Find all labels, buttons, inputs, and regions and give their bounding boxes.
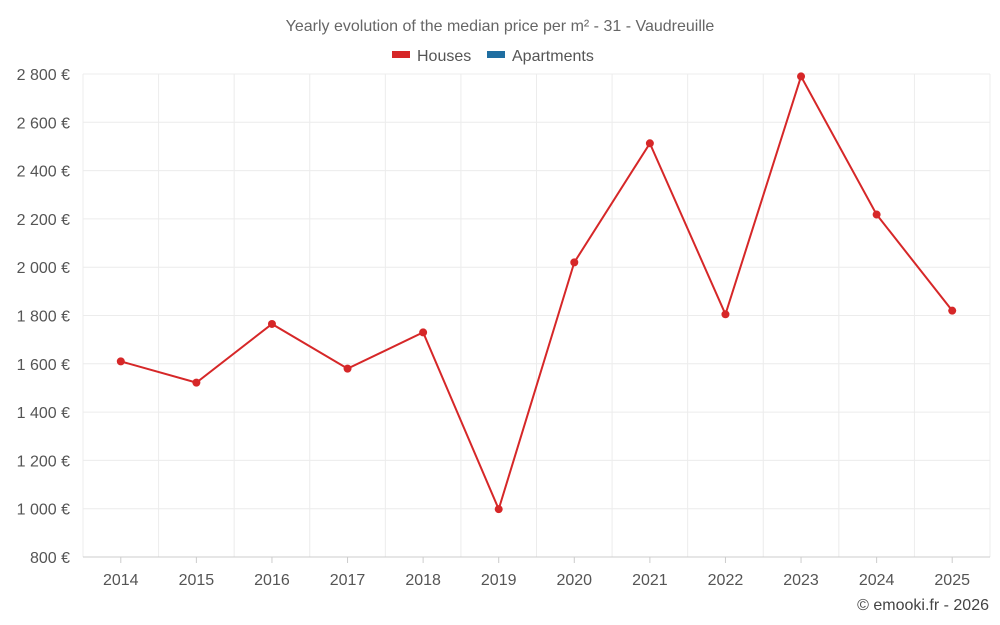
legend-swatch-apartments[interactable] — [487, 51, 505, 58]
y-tick-label: 1 400 € — [17, 405, 70, 422]
x-tick-label: 2018 — [405, 572, 441, 589]
x-tick-label: 2021 — [632, 572, 668, 589]
x-tick-label: 2020 — [556, 572, 592, 589]
data-point[interactable] — [419, 328, 428, 337]
x-tick-label: 2019 — [481, 572, 517, 589]
x-tick-label: 2014 — [103, 572, 139, 589]
y-tick-label: 2 600 € — [17, 115, 70, 132]
x-tick-label: 2017 — [330, 572, 366, 589]
data-point[interactable] — [192, 378, 201, 387]
chart-title: Yearly evolution of the median price per… — [286, 18, 715, 35]
x-tick-label: 2025 — [934, 572, 970, 589]
data-point[interactable] — [797, 72, 806, 81]
y-tick-label: 2 800 € — [17, 67, 70, 84]
x-tick-label: 2015 — [179, 572, 215, 589]
y-tick-label: 800 € — [30, 550, 70, 567]
data-point[interactable] — [570, 258, 579, 267]
y-tick-label: 1 800 € — [17, 309, 70, 326]
data-point[interactable] — [721, 310, 730, 319]
data-point[interactable] — [343, 364, 352, 373]
data-point[interactable] — [267, 319, 276, 328]
x-tick-label: 2016 — [254, 572, 290, 589]
x-tick-label: 2024 — [859, 572, 895, 589]
data-point[interactable] — [116, 357, 125, 366]
data-point[interactable] — [645, 139, 654, 148]
grid — [82, 73, 991, 558]
x-tick-label: 2023 — [783, 572, 819, 589]
y-tick-label: 2 000 € — [17, 260, 70, 277]
series-layer — [116, 72, 957, 514]
data-point[interactable] — [872, 210, 881, 219]
legend-label-houses[interactable]: Houses — [417, 48, 471, 65]
data-point[interactable] — [948, 306, 957, 315]
y-tick-label: 1 200 € — [17, 453, 70, 470]
legend[interactable]: Houses Apartments — [392, 48, 594, 65]
x-axis: 2014 2015 2016 2017 2018 2019 2020 2021 2022 2023… — [83, 556, 990, 589]
y-tick-label: 2 400 € — [17, 164, 70, 181]
y-tick-label: 1 600 € — [17, 357, 70, 374]
series-line-houses — [120, 73, 953, 513]
y-axis: 800 € 1 000 € 1 200 € 1 400 € 1 600 € 1 800 €… — [17, 67, 70, 567]
x-tick-label: 2022 — [708, 572, 744, 589]
credit-text: © emooki.fr - 2026 — [857, 597, 989, 614]
data-point[interactable] — [494, 505, 503, 514]
legend-swatch-houses[interactable] — [392, 51, 410, 58]
y-tick-label: 2 200 € — [17, 212, 70, 229]
legend-label-apartments[interactable]: Apartments — [512, 48, 594, 65]
y-tick-label: 1 000 € — [17, 502, 70, 519]
